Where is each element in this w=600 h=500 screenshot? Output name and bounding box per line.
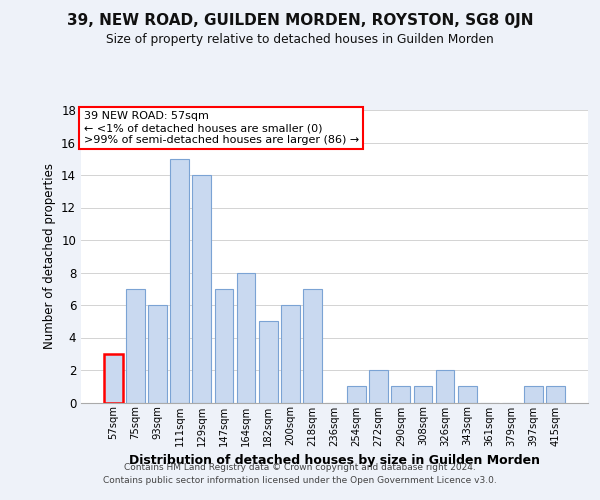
Bar: [170, 159, 189, 402]
Bar: [126, 289, 145, 403]
Bar: [215, 289, 233, 403]
Bar: [193, 175, 211, 402]
Text: Contains public sector information licensed under the Open Government Licence v3: Contains public sector information licen…: [103, 476, 497, 485]
Text: Size of property relative to detached houses in Guilden Morden: Size of property relative to detached ho…: [106, 32, 494, 46]
Bar: [148, 305, 167, 402]
Text: 39 NEW ROAD: 57sqm
← <1% of detached houses are smaller (0)
>99% of semi-detache: 39 NEW ROAD: 57sqm ← <1% of detached hou…: [83, 112, 359, 144]
Bar: [413, 386, 433, 402]
X-axis label: Distribution of detached houses by size in Guilden Morden: Distribution of detached houses by size …: [129, 454, 540, 467]
Bar: [370, 370, 388, 402]
Bar: [259, 322, 278, 402]
Text: 39, NEW ROAD, GUILDEN MORDEN, ROYSTON, SG8 0JN: 39, NEW ROAD, GUILDEN MORDEN, ROYSTON, S…: [67, 12, 533, 28]
Bar: [524, 386, 543, 402]
Bar: [458, 386, 476, 402]
Bar: [104, 354, 123, 403]
Bar: [391, 386, 410, 402]
Bar: [303, 289, 322, 403]
Bar: [436, 370, 454, 402]
Bar: [546, 386, 565, 402]
Text: Contains HM Land Registry data © Crown copyright and database right 2024.: Contains HM Land Registry data © Crown c…: [124, 462, 476, 471]
Bar: [347, 386, 366, 402]
Bar: [281, 305, 299, 402]
Y-axis label: Number of detached properties: Number of detached properties: [43, 163, 56, 349]
Bar: [236, 272, 256, 402]
